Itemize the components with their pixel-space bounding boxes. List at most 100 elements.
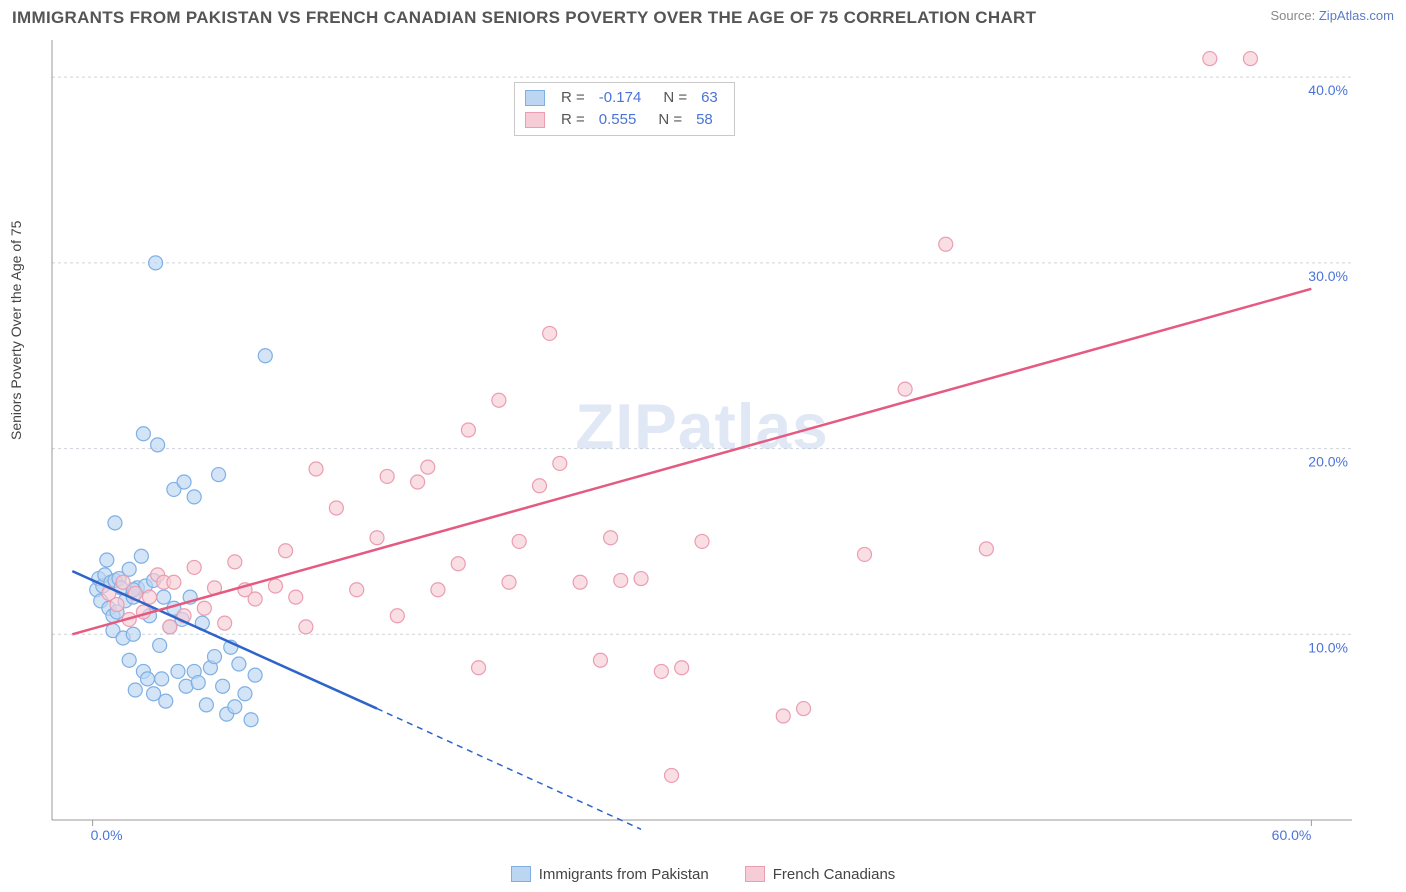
data-point [370, 531, 384, 545]
data-point [258, 349, 272, 363]
data-point [187, 490, 201, 504]
data-point [228, 555, 242, 569]
data-point [1243, 52, 1257, 66]
data-point [218, 616, 232, 630]
series-legend: Immigrants from Pakistan French Canadians [0, 866, 1406, 887]
n-label: N = [663, 87, 687, 109]
data-point [939, 237, 953, 251]
data-point [451, 557, 465, 571]
data-point [140, 672, 154, 686]
data-point [543, 326, 557, 340]
data-point [329, 501, 343, 515]
data-point [147, 687, 161, 701]
data-point [654, 664, 668, 678]
r-value: 0.555 [599, 109, 637, 131]
data-point [136, 427, 150, 441]
correlation-legend: R = -0.174 N = 63 R = 0.555 N = 58 [514, 82, 735, 136]
data-point [159, 694, 173, 708]
legend-row: R = 0.555 N = 58 [525, 109, 724, 131]
data-point [979, 542, 993, 556]
regression-line-extension [377, 709, 641, 830]
legend-label: French Canadians [773, 866, 896, 883]
data-point [208, 650, 222, 664]
x-tick-label: 0.0% [91, 827, 123, 840]
data-point [228, 700, 242, 714]
data-point [604, 531, 618, 545]
x-tick-label: 60.0% [1272, 827, 1312, 840]
data-point [110, 598, 124, 612]
watermark: ZIPatlas [575, 391, 828, 463]
data-point [149, 256, 163, 270]
data-point [126, 627, 140, 641]
n-label: N = [658, 109, 682, 131]
data-point [421, 460, 435, 474]
data-point [199, 698, 213, 712]
legend-item: Immigrants from Pakistan [511, 866, 709, 883]
y-tick-label: 20.0% [1308, 454, 1348, 470]
data-point [216, 679, 230, 693]
data-point [380, 469, 394, 483]
source-prefix: Source: [1270, 8, 1318, 23]
legend-swatch [511, 866, 531, 882]
data-point [797, 702, 811, 716]
y-tick-label: 40.0% [1308, 82, 1348, 98]
n-value: 63 [701, 87, 718, 109]
data-point [108, 516, 122, 530]
data-point [898, 382, 912, 396]
data-point [502, 575, 516, 589]
data-point [411, 475, 425, 489]
r-label: R = [561, 109, 585, 131]
scatter-chart-svg: 10.0%20.0%30.0%40.0%ZIPatlas0.0%60.0% [42, 40, 1392, 840]
r-label: R = [561, 87, 585, 109]
data-point [232, 657, 246, 671]
data-point [573, 575, 587, 589]
data-point [248, 592, 262, 606]
data-point [122, 653, 136, 667]
r-value: -0.174 [599, 87, 642, 109]
data-point [212, 468, 226, 482]
y-tick-label: 30.0% [1308, 268, 1348, 284]
data-point [143, 590, 157, 604]
data-point [1203, 52, 1217, 66]
n-value: 58 [696, 109, 713, 131]
data-point [248, 668, 262, 682]
legend-item: French Canadians [745, 866, 896, 883]
data-point [350, 583, 364, 597]
data-point [244, 713, 258, 727]
data-point [153, 638, 167, 652]
data-point [100, 553, 114, 567]
data-point [238, 687, 252, 701]
data-point [187, 560, 201, 574]
source-attribution: Source: ZipAtlas.com [1270, 8, 1394, 28]
data-point [191, 676, 205, 690]
data-point [695, 534, 709, 548]
data-point [309, 462, 323, 476]
legend-label: Immigrants from Pakistan [539, 866, 709, 883]
data-point [177, 475, 191, 489]
data-point [116, 575, 130, 589]
data-point [665, 768, 679, 782]
data-point [279, 544, 293, 558]
data-point [675, 661, 689, 675]
data-point [134, 549, 148, 563]
data-point [472, 661, 486, 675]
data-point [163, 620, 177, 634]
legend-swatch [745, 866, 765, 882]
data-point [151, 438, 165, 452]
regression-line [72, 289, 1311, 634]
data-point [167, 575, 181, 589]
data-point [858, 547, 872, 561]
data-point [593, 653, 607, 667]
data-point [289, 590, 303, 604]
data-point [157, 590, 171, 604]
data-point [431, 583, 445, 597]
legend-row: R = -0.174 N = 63 [525, 87, 724, 109]
legend-swatch [525, 112, 545, 128]
source-link[interactable]: ZipAtlas.com [1319, 8, 1394, 23]
data-point [197, 601, 211, 615]
chart-area: 10.0%20.0%30.0%40.0%ZIPatlas0.0%60.0% R … [42, 40, 1392, 840]
data-point [299, 620, 313, 634]
data-point [634, 572, 648, 586]
data-point [155, 672, 169, 686]
legend-swatch [525, 90, 545, 106]
